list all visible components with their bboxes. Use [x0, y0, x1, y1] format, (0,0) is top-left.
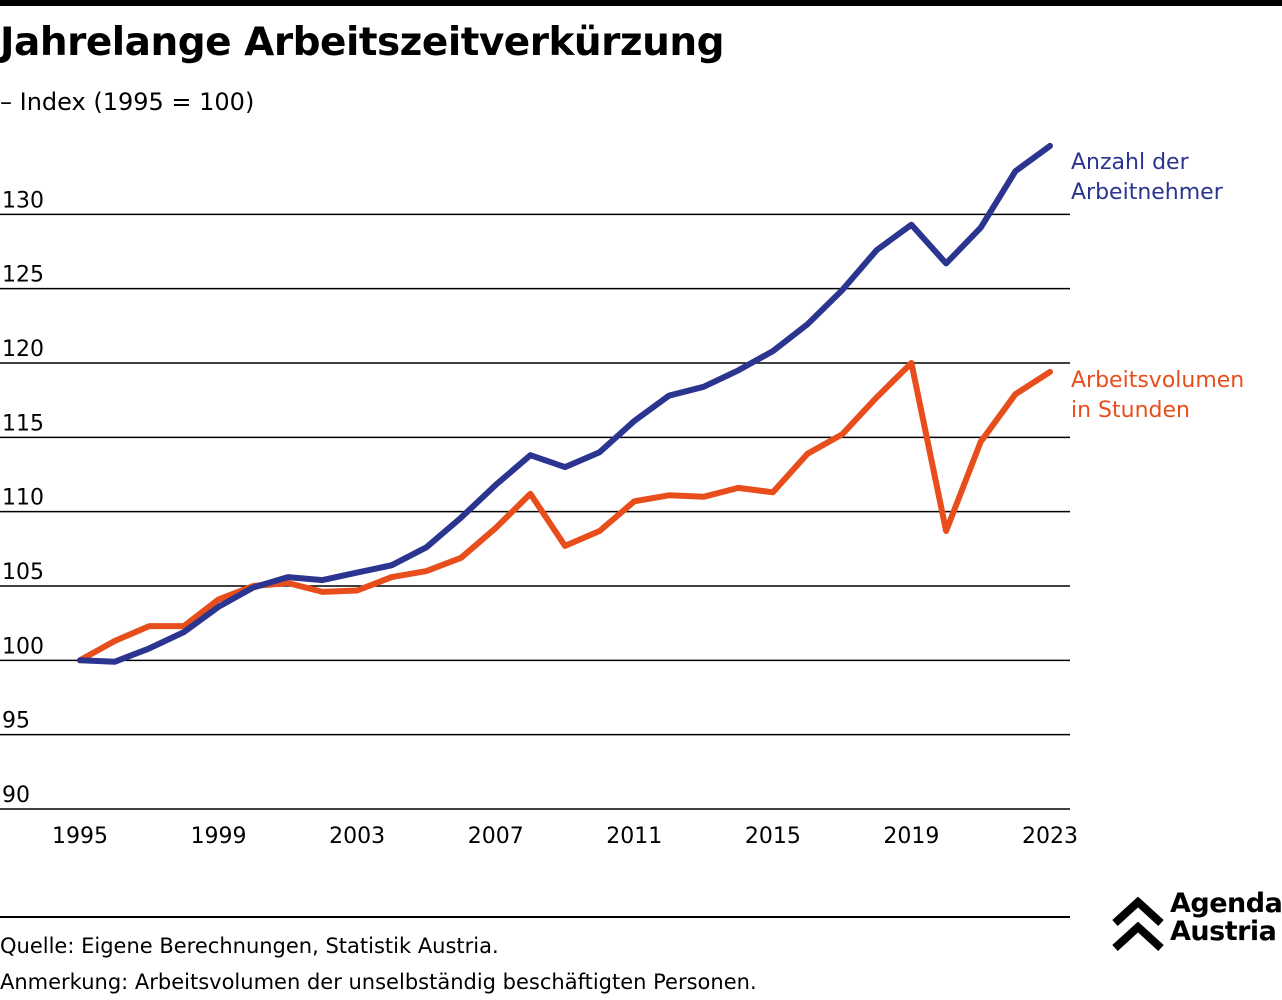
x-tick-label: 2019	[883, 824, 939, 849]
gridlines	[0, 213, 1070, 810]
x-tick-label: 2011	[606, 824, 662, 849]
x-tick-label: 2007	[468, 824, 524, 849]
y-tick-label: 125	[2, 263, 44, 288]
y-tick-label: 115	[2, 411, 44, 436]
series-label: Arbeitnehmer	[1071, 180, 1224, 205]
line-chart: 90 95 100 105 110 115 120 125 130 1995 1999 2003 20…	[0, 142, 1244, 849]
x-tick-label: 2015	[745, 824, 801, 849]
agenda-austria-logo: Agenda Austria	[1112, 890, 1282, 960]
y-axis-tick-labels: 90 95 100 105 110 115 120 125 130	[2, 188, 44, 808]
top-rule	[0, 0, 1282, 6]
series-lines	[77, 142, 1053, 665]
y-tick-label: 130	[2, 188, 44, 213]
logo-line-2: Austria	[1170, 916, 1277, 947]
x-tick-label: 1995	[52, 824, 108, 849]
source-note: Quelle: Eigene Berechnungen, Statistik A…	[0, 934, 499, 958]
series-label: in Stunden	[1071, 398, 1190, 423]
series-label: Arbeitsvolumen	[1071, 368, 1244, 393]
y-tick-label: 110	[2, 486, 44, 511]
series-labels: Anzahl der Arbeitnehmer Arbeitsvolumen in S…	[1071, 150, 1244, 423]
logo-wordmark: Agenda Austria	[1170, 890, 1282, 946]
series-line	[77, 142, 1053, 665]
y-tick-label: 100	[2, 634, 44, 659]
x-tick-label: 1999	[191, 824, 247, 849]
series-line	[77, 360, 1053, 664]
x-tick-label: 2003	[329, 824, 385, 849]
footer-rule	[0, 916, 1070, 918]
remark-note: Anmerkung: Arbeitsvolumen der unselbstän…	[0, 970, 757, 994]
chart-title: Jahrelange Arbeitszeitverkürzung	[0, 20, 725, 65]
double-chevron-up-icon	[1112, 896, 1164, 951]
logo-line-1: Agenda	[1170, 888, 1282, 919]
x-axis-tick-labels: 1995 1999 2003 2007 2011 2015 2019 2023	[52, 824, 1078, 849]
y-tick-label: 120	[2, 337, 44, 362]
y-tick-label: 105	[2, 560, 44, 585]
series-label: Anzahl der	[1071, 150, 1190, 175]
x-tick-label: 2023	[1022, 824, 1078, 849]
chart-subtitle: – Index (1995 = 100)	[0, 88, 255, 116]
y-tick-label: 90	[2, 783, 30, 808]
y-tick-label: 95	[2, 709, 30, 734]
